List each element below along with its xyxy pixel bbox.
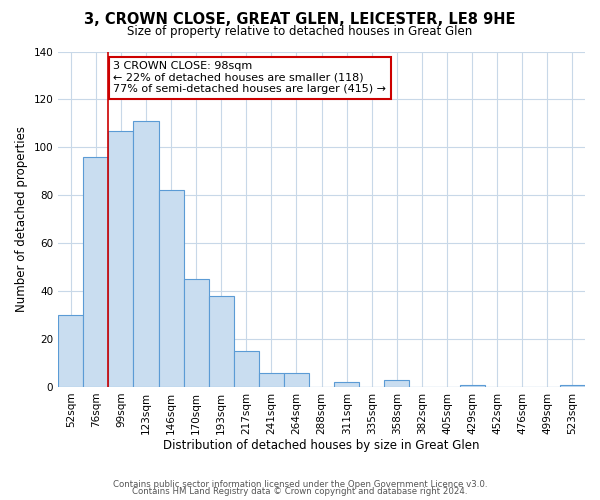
Bar (109, 130, 133, 387)
Text: Contains public sector information licensed under the Open Government Licence v3: Contains public sector information licen… (113, 480, 487, 489)
Bar (184, 279, 209, 387)
Bar (560, 384, 585, 387)
Bar (460, 384, 485, 387)
Bar (259, 372, 284, 387)
Text: Size of property relative to detached houses in Great Glen: Size of property relative to detached ho… (127, 25, 473, 38)
Bar (284, 372, 309, 387)
Bar (209, 296, 234, 387)
Bar (83, 157, 109, 387)
Bar (385, 380, 409, 387)
Bar (158, 190, 184, 387)
Text: 3, CROWN CLOSE, GREAT GLEN, LEICESTER, LE8 9HE: 3, CROWN CLOSE, GREAT GLEN, LEICESTER, L… (84, 12, 516, 28)
Y-axis label: Number of detached properties: Number of detached properties (15, 126, 28, 312)
X-axis label: Distribution of detached houses by size in Great Glen: Distribution of detached houses by size … (163, 440, 480, 452)
Bar (334, 382, 359, 387)
Text: 3 CROWN CLOSE: 98sqm
← 22% of detached houses are smaller (118)
77% of semi-deta: 3 CROWN CLOSE: 98sqm ← 22% of detached h… (113, 61, 386, 94)
Bar (58, 315, 83, 387)
Text: Contains HM Land Registry data © Crown copyright and database right 2024.: Contains HM Land Registry data © Crown c… (132, 487, 468, 496)
Bar (133, 121, 158, 387)
Bar (234, 351, 259, 387)
